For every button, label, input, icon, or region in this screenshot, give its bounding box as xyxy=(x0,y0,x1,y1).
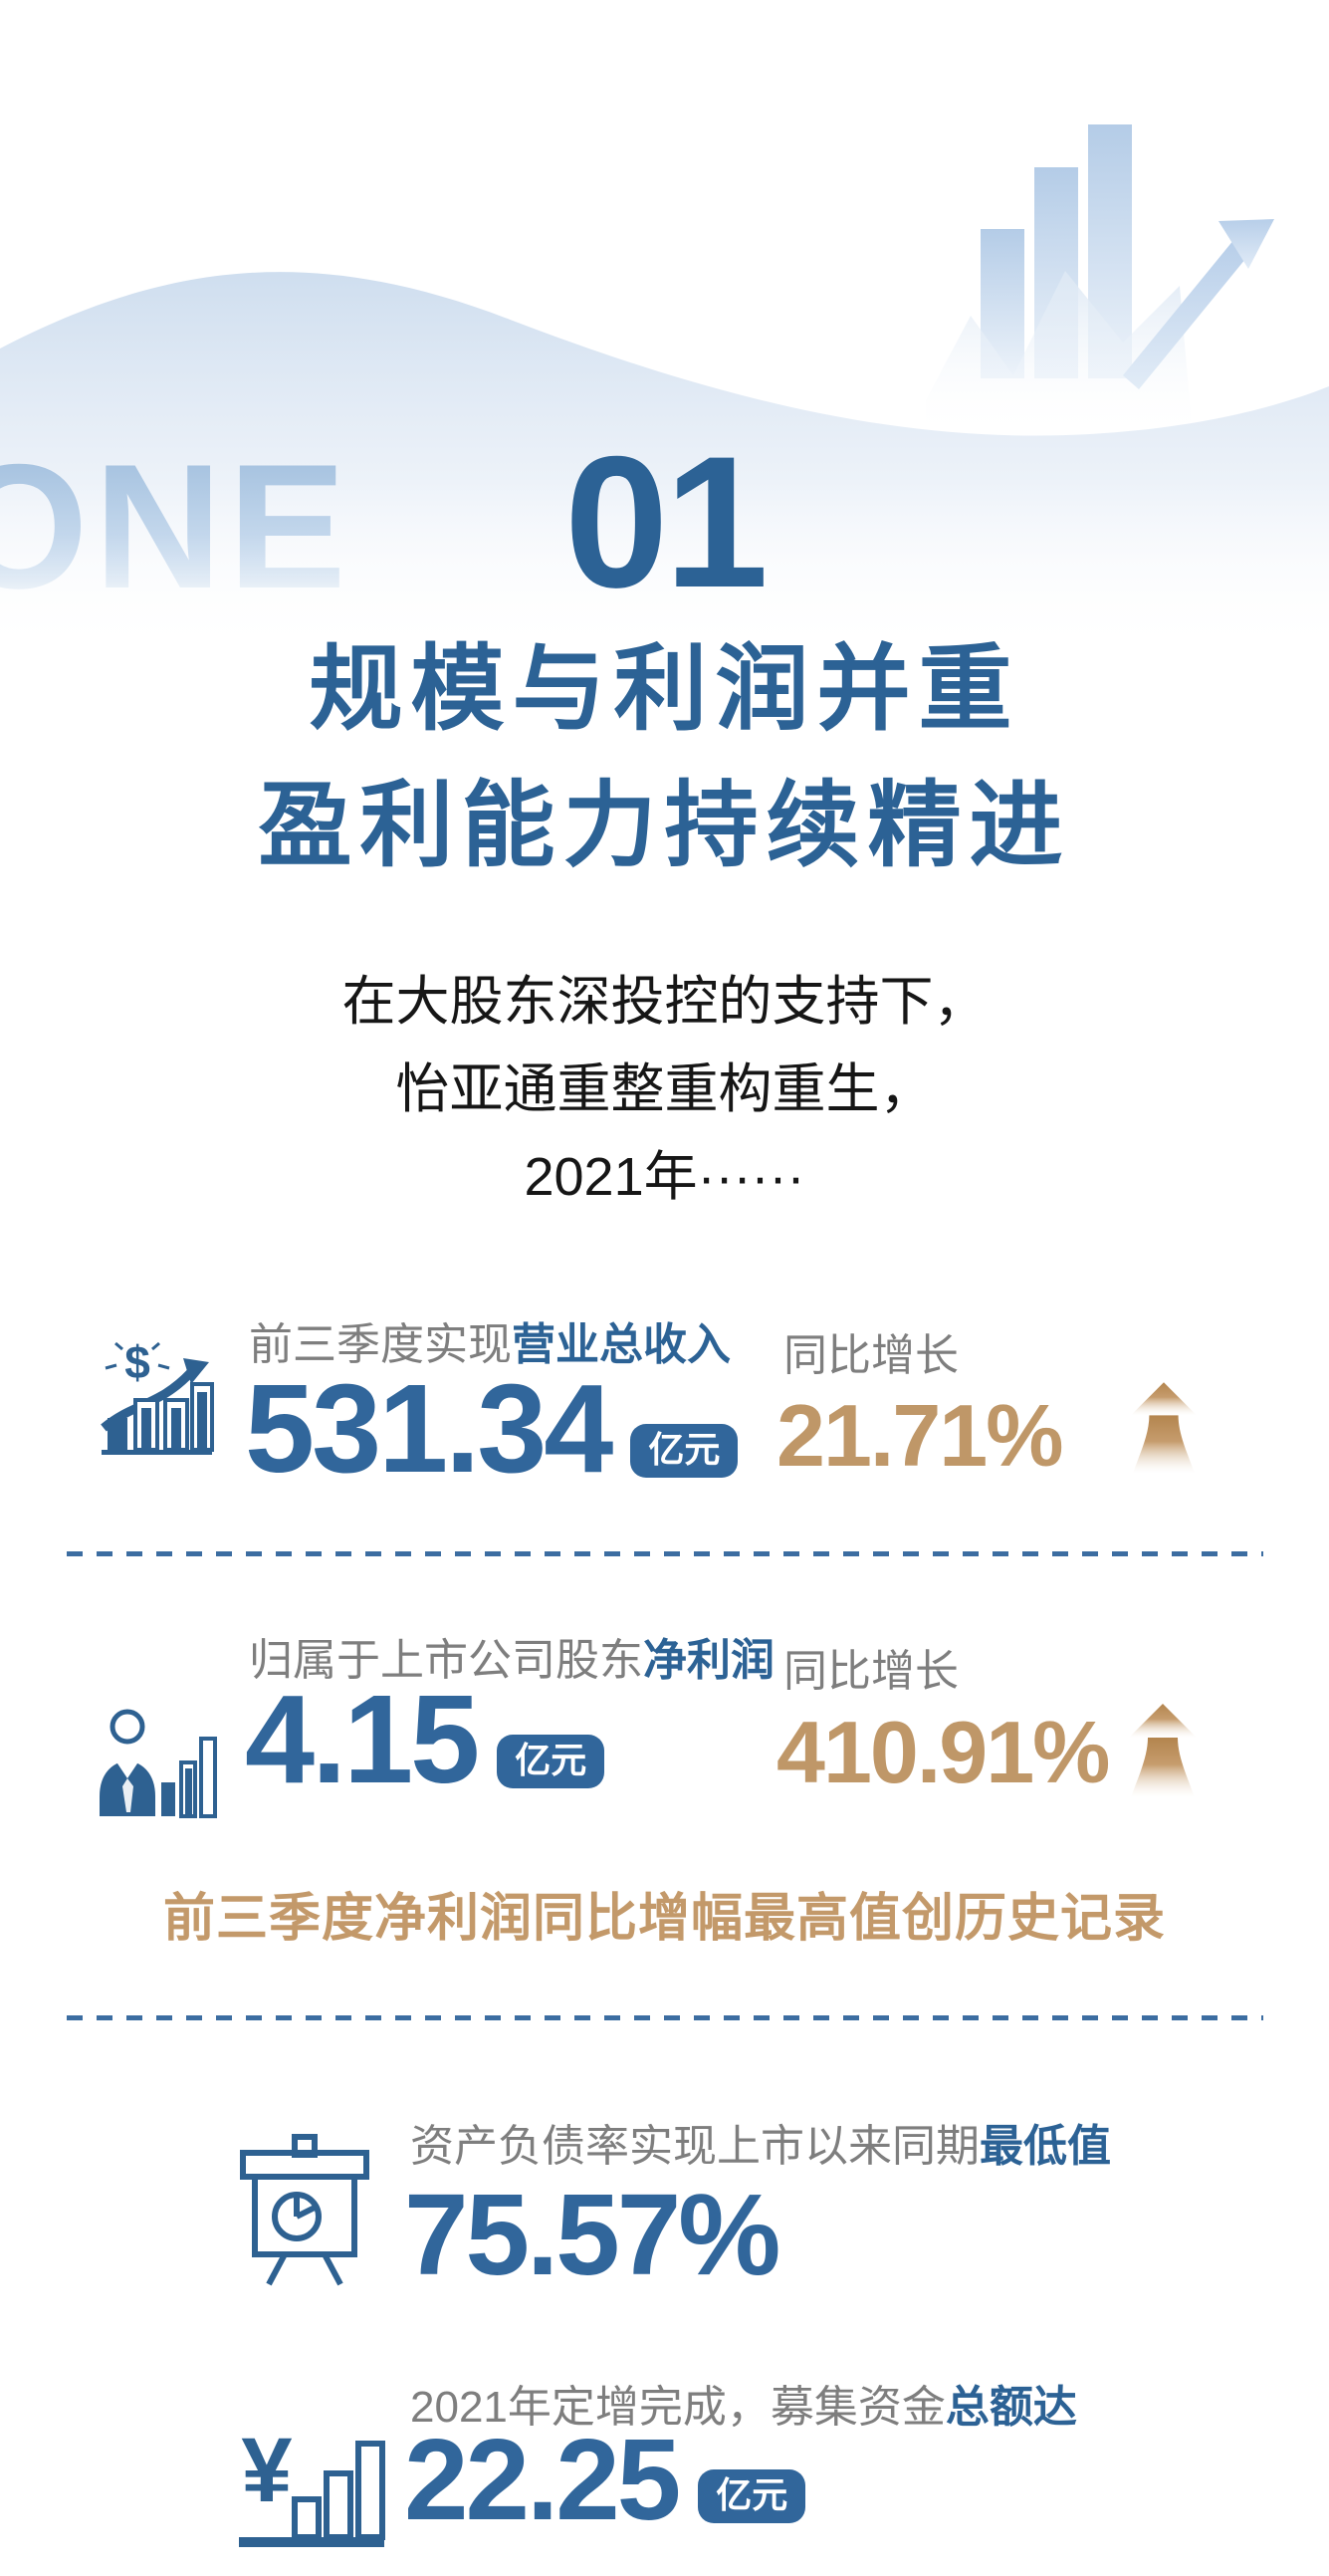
revenue-label: 前三季度实现营业总收入 xyxy=(249,1319,731,1372)
net-profit-label-bold: 净利润 xyxy=(643,1636,775,1685)
deco-mountain xyxy=(926,271,1193,438)
intro-line-2: 怡亚通重整重构重生， xyxy=(395,1059,934,1119)
up-arrow-icon xyxy=(1129,1704,1197,1797)
businessman-growth-chart-icon xyxy=(100,1709,217,1818)
intro-text: 在大股东深投控的支持下， 怡亚通重整重构重生， 2021年······ xyxy=(0,958,1329,1221)
revenue-number: 531.34 xyxy=(245,1358,613,1499)
watermark-one: ONE xyxy=(0,438,352,615)
page-title-line1: 规模与利润并重 xyxy=(309,636,1020,741)
intro-line-1: 在大股东深投控的支持下， xyxy=(341,972,988,1032)
net-profit-growth-value: 410.91% xyxy=(776,1703,1110,1801)
net-profit-label-prefix: 归属于上市公司股东 xyxy=(249,1636,643,1685)
debt-ratio-label-prefix: 资产负债率实现上市以来同期 xyxy=(410,2122,980,2171)
net-profit-value: 4.15 亿元 xyxy=(245,1669,605,1809)
svg-text:¥: ¥ xyxy=(241,2420,292,2521)
fundraising-unit-badge: 亿元 xyxy=(698,2469,806,2523)
fundraising-label-bold: 总额达 xyxy=(945,2383,1077,2432)
revenue-growth-label: 同比增长 xyxy=(783,1331,959,1380)
record-highlight-text: 前三季度净利润同比增幅最高值创历史记录 xyxy=(162,1890,1166,1948)
deco-arrow-shaft xyxy=(1123,239,1250,389)
growth-chart-decoration xyxy=(926,124,1274,438)
fundraising-label: 2021年定增完成，募集资金总额达 xyxy=(410,2382,1077,2435)
net-profit-unit-badge: 亿元 xyxy=(497,1735,605,1788)
fundraising-number: 22.25 xyxy=(404,2415,681,2544)
yuan-bar-chart-icon: ¥ xyxy=(239,2420,385,2547)
dollar-growth-chart-icon: $ xyxy=(101,1336,214,1455)
revenue-label-prefix: 前三季度实现 xyxy=(249,1320,512,1369)
fundraising-label-prefix: 2021年定增完成，募集资金 xyxy=(410,2383,946,2432)
debt-ratio-label-bold: 最低值 xyxy=(980,2122,1111,2171)
dashed-divider-2 xyxy=(67,2015,1263,2020)
page-title-line2: 盈利能力持续精进 xyxy=(258,773,1071,877)
revenue-unit-badge: 亿元 xyxy=(630,1424,739,1478)
revenue-value: 531.34 亿元 xyxy=(245,1358,739,1499)
presentation-board-pie-icon xyxy=(240,2134,369,2286)
wave-decoration xyxy=(0,272,1329,655)
debt-ratio-label: 资产负债率实现上市以来同期最低值 xyxy=(410,2121,1111,2174)
dashed-divider-1 xyxy=(67,1551,1263,1556)
net-profit-growth-label: 同比增长 xyxy=(783,1647,959,1696)
net-profit-number: 4.15 xyxy=(245,1669,480,1809)
debt-ratio-number: 75.57% xyxy=(404,2170,780,2299)
debt-ratio-value: 75.57% xyxy=(404,2170,780,2299)
deco-arrow-head xyxy=(1218,219,1274,269)
svg-text:$: $ xyxy=(124,1336,150,1388)
fundraising-value: 22.25 亿元 xyxy=(404,2415,806,2544)
revenue-label-bold: 营业总收入 xyxy=(512,1320,731,1369)
revenue-growth-value: 21.71% xyxy=(776,1386,1063,1485)
intro-line-3: 2021年······ xyxy=(524,1147,805,1207)
section-number: 01 xyxy=(563,417,769,626)
net-profit-label: 归属于上市公司股东净利润 xyxy=(249,1635,775,1688)
up-arrow-icon xyxy=(1130,1382,1198,1474)
